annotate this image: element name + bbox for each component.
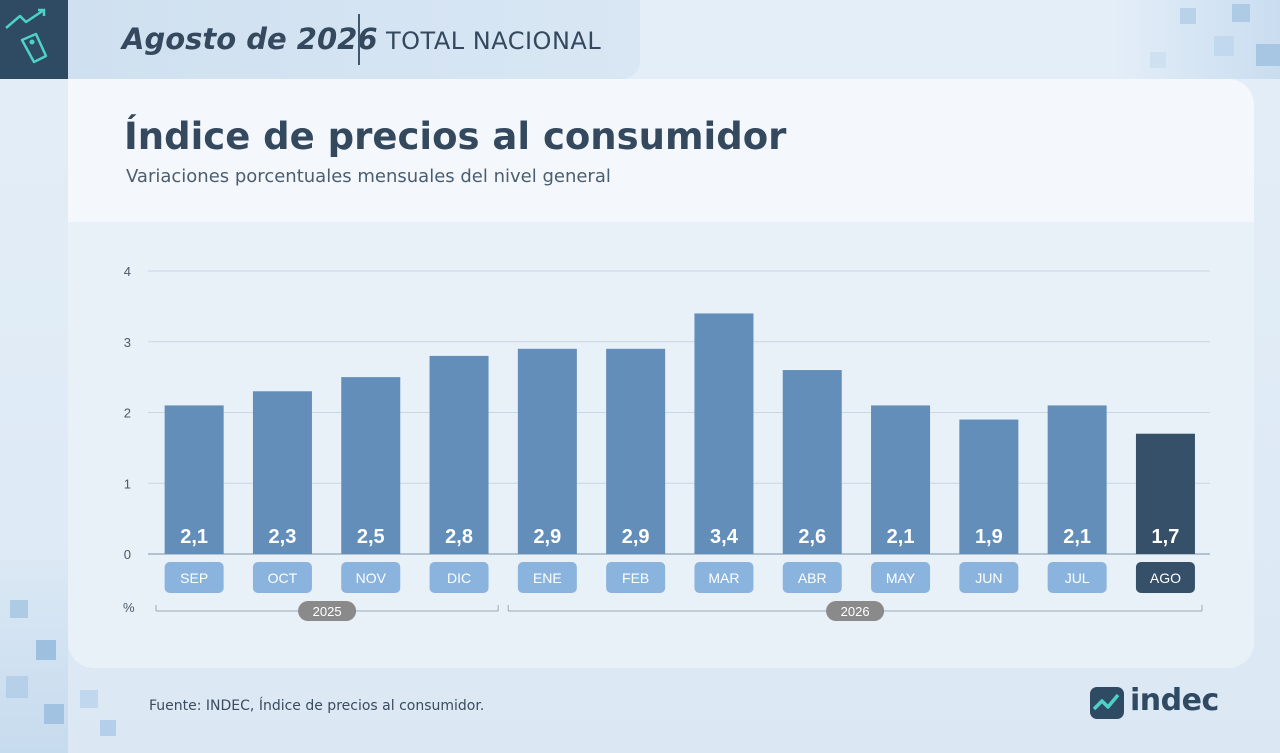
indec-logo: indec (1088, 683, 1228, 723)
x-tick-label: FEB (622, 570, 649, 586)
price-tag-icon (5, 8, 48, 64)
y-tick-label: 3 (124, 335, 131, 350)
category-pill (252, 562, 312, 593)
data-label: 1,7 (1152, 526, 1180, 548)
logo-text: indec (1130, 683, 1219, 718)
mosaic-tile (6, 676, 28, 698)
bar (782, 370, 842, 554)
bar (164, 405, 224, 554)
bar-layer (164, 313, 1195, 621)
header-date: Agosto de 2026 (122, 22, 378, 56)
data-label: 2,1 (180, 526, 208, 548)
mosaic-tile (80, 690, 98, 708)
category-pill (517, 562, 577, 593)
year-pill (826, 601, 885, 621)
data-label: 2,1 (1063, 526, 1091, 548)
mosaic-tile (36, 640, 56, 660)
mosaic-tile (1214, 36, 1234, 56)
x-tick-label: MAR (708, 570, 739, 586)
category-pill (341, 562, 401, 593)
x-tick-label: AGO (1150, 570, 1181, 586)
bar (606, 348, 666, 554)
category-pill (782, 562, 842, 593)
data-label: 2,9 (533, 526, 561, 548)
x-tick-label: MAY (886, 570, 916, 586)
category-pill (164, 562, 224, 593)
x-tick-label: OCT (268, 570, 298, 586)
data-label: 2,9 (622, 526, 650, 548)
data-label: 2,5 (357, 526, 385, 548)
category-pill (871, 562, 931, 593)
y-axis-unit-label: % (123, 600, 135, 615)
x-tick-label: JUN (975, 570, 1002, 586)
data-label: 1,9 (975, 526, 1003, 548)
year-pill (298, 601, 357, 621)
header-bar (68, 0, 640, 79)
footer-source: Fuente: INDEC, Índice de precios al cons… (149, 698, 485, 714)
mosaic-tile (44, 704, 64, 724)
chart-title: Índice de precios al consumidor (124, 115, 787, 158)
x-tick-label: NOV (356, 570, 387, 586)
x-tick-label: DIC (447, 570, 471, 586)
mosaic-tile (1150, 52, 1166, 68)
x-tick-label: ABR (798, 570, 827, 586)
y-tick-label: 0 (124, 547, 131, 562)
y-tick-label: 2 (124, 406, 131, 421)
category-pill (1047, 562, 1107, 593)
corner-tile (0, 0, 68, 79)
category-pill (959, 562, 1019, 593)
category-pill (694, 562, 754, 593)
x-tick-label: JUL (1065, 570, 1090, 586)
data-label: 2,8 (445, 526, 473, 548)
year-label: 2025 (313, 604, 342, 619)
bar (341, 377, 401, 554)
category-pill (429, 562, 489, 593)
bar (1135, 433, 1195, 554)
chart-subtitle: Variaciones porcentuales mensuales del n… (126, 166, 611, 187)
bar (871, 405, 931, 554)
data-label: 2,1 (887, 526, 915, 548)
bar (429, 355, 489, 554)
y-tick-label: 1 (124, 476, 131, 491)
category-pill (606, 562, 666, 593)
mosaic-tile (10, 600, 28, 618)
data-label: 2,3 (269, 526, 297, 548)
card-title-area (68, 79, 1254, 222)
mosaic-tile (1180, 8, 1196, 24)
label-layer: 0 1 2 3 4 2,1 SEP 2,3 OCT 2,5 NOV 2,8 DIC 2,9 ENE 2,9 FE… (124, 264, 1181, 619)
x-tick-label: ENE (533, 570, 562, 586)
category-pill (1135, 562, 1195, 593)
year-label: 2026 (841, 604, 870, 619)
x-tick-label: SEP (180, 570, 208, 586)
y-tick-label: 4 (124, 264, 131, 279)
data-label: 3,4 (710, 526, 739, 548)
header-region: TOTAL NACIONAL (386, 27, 602, 55)
bar (959, 419, 1019, 554)
bar (252, 391, 312, 554)
header-divider (358, 14, 360, 65)
bar (1047, 405, 1107, 554)
mosaic-tile (100, 720, 116, 736)
mosaic-tile (1232, 4, 1250, 22)
bar (517, 348, 577, 554)
mosaic-tile (1256, 44, 1280, 66)
bar (694, 313, 754, 554)
indec-logo-icon (1090, 687, 1124, 719)
data-label: 2,6 (798, 526, 826, 548)
